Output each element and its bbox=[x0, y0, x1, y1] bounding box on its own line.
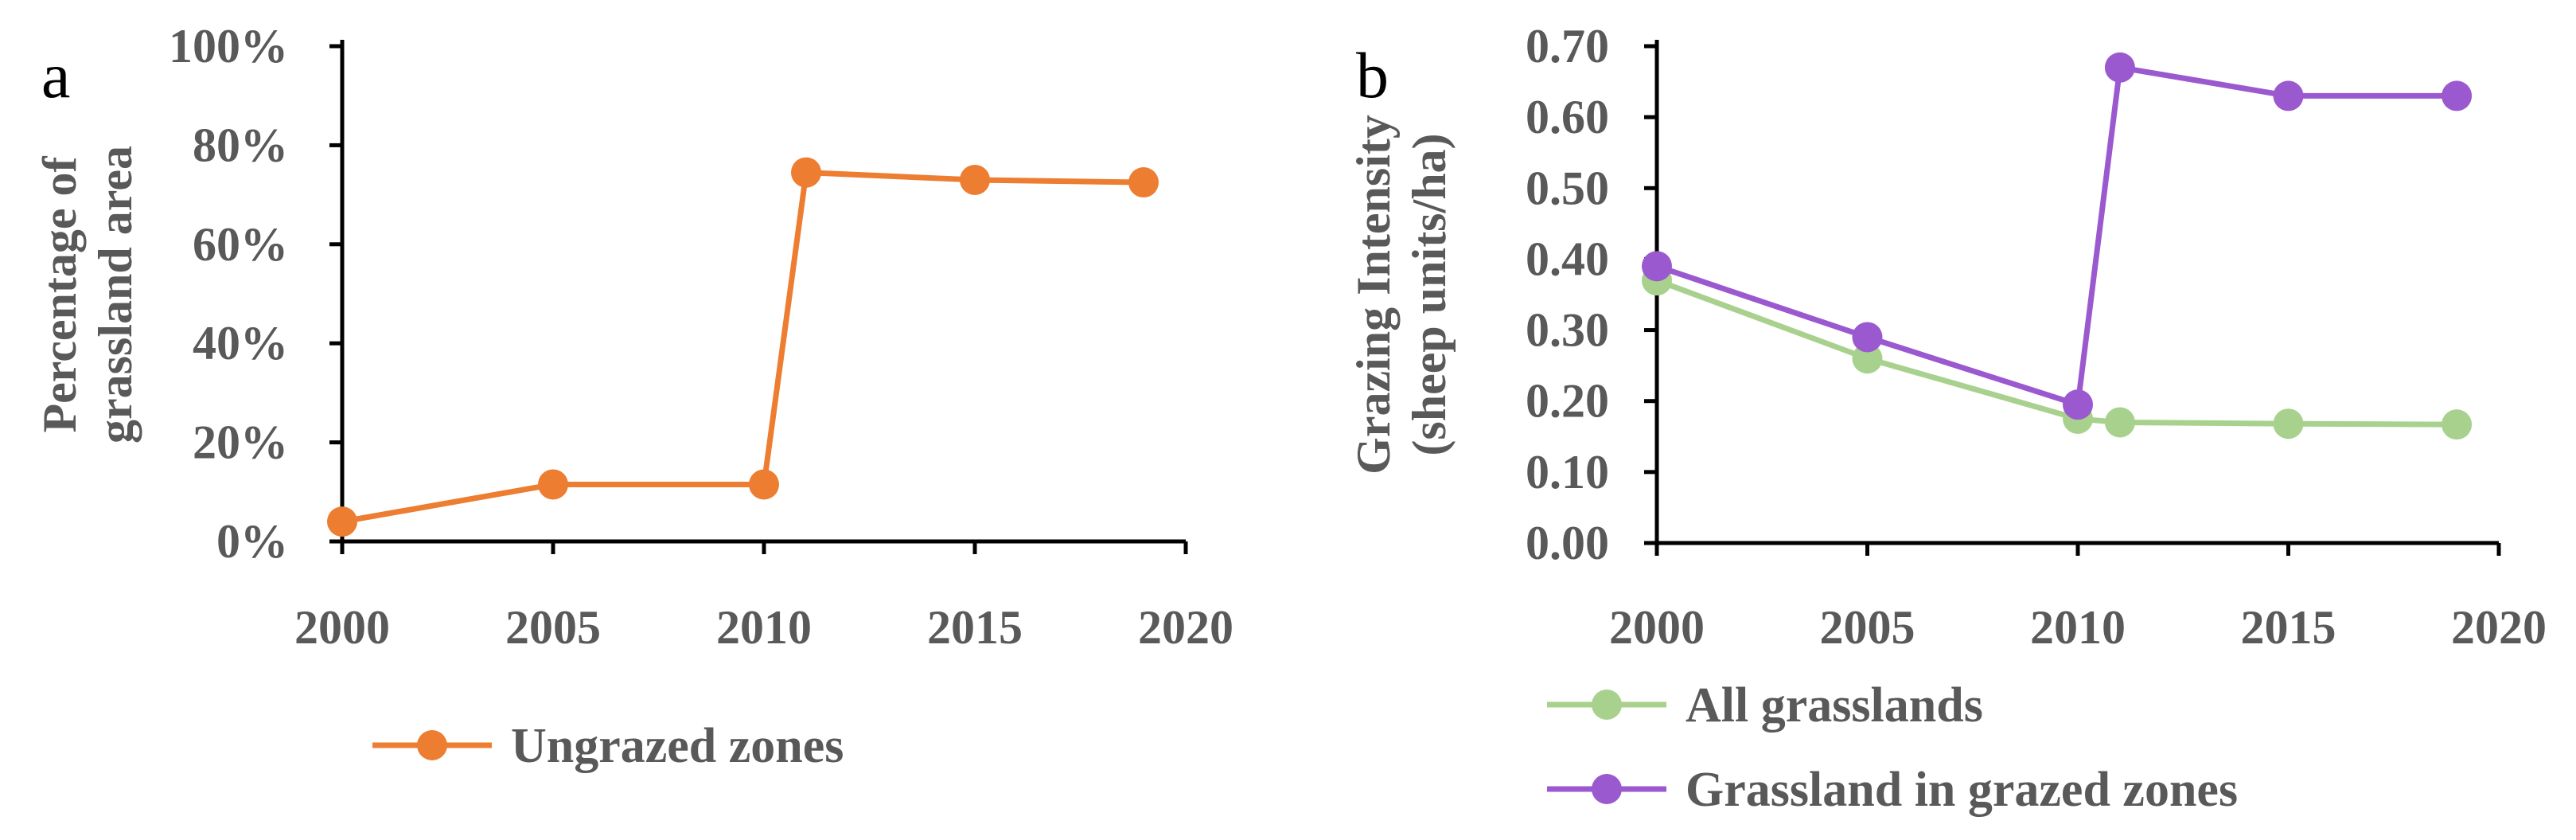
y-axis-title-line: grassland area bbox=[89, 146, 142, 443]
legend-label: Ungrazed zones bbox=[511, 719, 844, 773]
y-tick-label: 0.40 bbox=[1526, 232, 1609, 285]
data-point bbox=[1852, 322, 1883, 353]
series-line-2 bbox=[1654, 64, 2460, 408]
y-tick-label: 0.10 bbox=[1526, 446, 1609, 498]
y-tick-label: 0.50 bbox=[1526, 162, 1609, 214]
x-tick-label: 2020 bbox=[1138, 601, 1233, 654]
data-point bbox=[1642, 251, 1672, 282]
legend-label: Grassland in grazed zones bbox=[1686, 763, 2238, 817]
x-tick-label: 2015 bbox=[927, 601, 1023, 654]
data-point bbox=[1852, 343, 1883, 374]
panel-a-chart: a Percentage ofgrassland area 0% 20% 40% 60% 8… bbox=[33, 20, 1233, 773]
data-point bbox=[1128, 167, 1159, 198]
x-tick-label: 2005 bbox=[505, 601, 601, 654]
y-tick-label: 0.30 bbox=[1526, 304, 1609, 357]
panel-label: a bbox=[41, 39, 70, 111]
data-point bbox=[2273, 80, 2304, 111]
x-tick-label: 2010 bbox=[2030, 601, 2126, 654]
legend-label: All grasslands bbox=[1686, 678, 1983, 733]
data-point bbox=[538, 469, 568, 500]
y-tick-label: 40% bbox=[193, 317, 288, 369]
y-axis-title: Grazing Intensity(sheep units/ha) bbox=[1347, 115, 1456, 475]
data-point bbox=[2063, 389, 2093, 420]
legend-marker bbox=[1592, 774, 1622, 804]
x-tick-label: 2020 bbox=[2451, 601, 2547, 654]
y-tick-label: 20% bbox=[193, 416, 288, 469]
series-line-1 bbox=[1654, 277, 2460, 428]
y-tick-label: 0.20 bbox=[1526, 375, 1609, 428]
data-point bbox=[2104, 52, 2135, 83]
legend-marker bbox=[1592, 690, 1622, 720]
y-tick-label: 80% bbox=[193, 119, 288, 171]
data-point bbox=[2104, 407, 2135, 438]
y-tick-label: 100% bbox=[169, 20, 288, 72]
y-axis-title-line: Percentage of bbox=[33, 155, 86, 432]
data-point bbox=[791, 157, 821, 188]
series-line-1 bbox=[339, 170, 1147, 525]
y-axis-title-line: (sheep units/ha) bbox=[1403, 133, 1456, 455]
x-tick-label: 2010 bbox=[716, 601, 812, 654]
y-axis-title-line: Grazing Intensity bbox=[1347, 115, 1400, 475]
y-axis-title: Percentage ofgrassland area bbox=[33, 146, 142, 443]
data-point bbox=[960, 164, 990, 195]
panel-label: b bbox=[1356, 39, 1389, 111]
y-tick-label: 60% bbox=[193, 218, 288, 271]
y-tick-label: 0.60 bbox=[1526, 91, 1609, 143]
x-tick-label: 2000 bbox=[294, 601, 390, 654]
legend-marker bbox=[417, 730, 447, 760]
x-tick-label: 2015 bbox=[2241, 601, 2336, 654]
x-tick-label: 2000 bbox=[1609, 601, 1705, 654]
data-point bbox=[327, 506, 357, 537]
data-point bbox=[2442, 409, 2473, 440]
y-tick-label: 0.70 bbox=[1526, 20, 1609, 72]
data-point bbox=[2273, 408, 2304, 440]
y-tick-label: 0% bbox=[216, 515, 288, 568]
y-tick-label: 0.00 bbox=[1526, 517, 1609, 569]
data-point bbox=[749, 469, 779, 500]
x-tick-label: 2005 bbox=[1820, 601, 1915, 654]
data-point bbox=[2442, 80, 2473, 111]
